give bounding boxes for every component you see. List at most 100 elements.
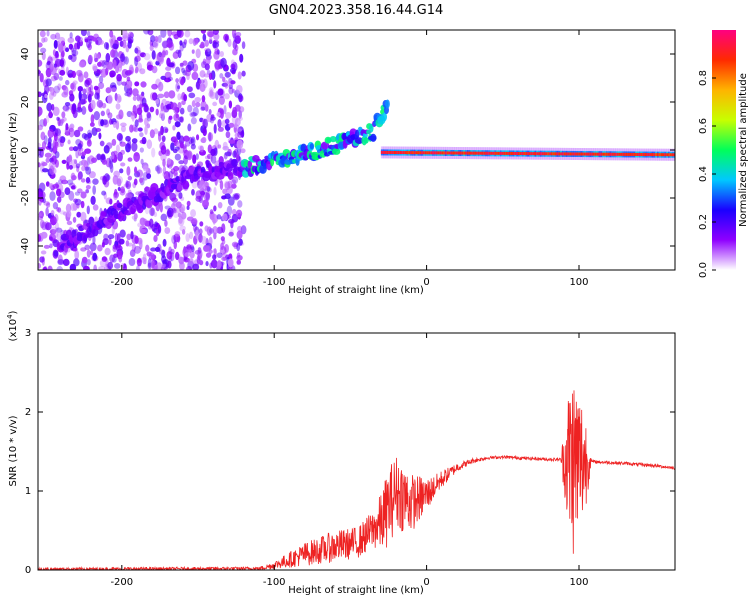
spectral-blob bbox=[159, 108, 166, 118]
spectral-blob bbox=[185, 233, 190, 243]
spectral-blob bbox=[88, 54, 93, 64]
spectral-blob bbox=[75, 149, 79, 159]
spectral-blob bbox=[127, 157, 133, 162]
spectral-blob bbox=[162, 171, 166, 177]
spectral-blob bbox=[183, 155, 188, 165]
spectral-blob bbox=[644, 153, 648, 157]
spectral-blob bbox=[65, 203, 72, 213]
colorbar-ticks: 0.0 0.2 0.4 0.6 0.8 bbox=[698, 70, 716, 278]
spectral-blob bbox=[393, 151, 397, 155]
spectral-blob bbox=[536, 152, 540, 156]
spectral-blob bbox=[176, 30, 182, 38]
spectral-blob bbox=[58, 43, 64, 53]
spectral-blob bbox=[666, 153, 670, 157]
spectral-blob bbox=[186, 150, 193, 161]
spectral-blob bbox=[174, 153, 182, 161]
spectrogram-ylabel: Frequency (Hz) bbox=[8, 112, 19, 188]
spectral-blob bbox=[70, 203, 76, 212]
spectral-blob bbox=[160, 213, 168, 222]
spectral-blob bbox=[223, 152, 228, 160]
spectral-blob bbox=[230, 67, 237, 74]
spectral-blob bbox=[97, 61, 102, 67]
spectral-blob bbox=[68, 127, 75, 138]
spectral-blob bbox=[120, 186, 125, 194]
spectral-blob bbox=[136, 107, 143, 116]
spectral-blob bbox=[212, 254, 217, 260]
spectral-blob bbox=[142, 165, 149, 172]
spectral-blob bbox=[144, 105, 150, 113]
spectral-blob bbox=[629, 152, 633, 156]
spectral-blob bbox=[56, 232, 62, 241]
spectral-blob bbox=[194, 250, 202, 255]
spectral-blob bbox=[190, 138, 195, 144]
spectral-blob bbox=[84, 166, 90, 171]
spectral-blob bbox=[232, 48, 238, 56]
spectral-blob bbox=[101, 159, 108, 165]
spectral-blob bbox=[578, 152, 582, 156]
spectral-blob bbox=[45, 115, 50, 123]
spectral-blob bbox=[176, 182, 183, 191]
spectral-blob bbox=[98, 39, 104, 45]
spectral-blob bbox=[587, 152, 591, 156]
spectral-blob bbox=[105, 220, 112, 230]
spectral-blob bbox=[156, 167, 163, 174]
x-tick-label: 0 bbox=[423, 577, 429, 588]
spectral-blob bbox=[474, 151, 478, 155]
spectral-blob bbox=[160, 30, 167, 38]
spectral-blob bbox=[100, 110, 105, 117]
spectral-blob bbox=[132, 88, 139, 97]
spectral-blob bbox=[130, 113, 136, 120]
spectral-blob bbox=[111, 138, 117, 146]
spectral-blob bbox=[111, 151, 115, 160]
spectral-blob bbox=[40, 250, 47, 255]
spectral-blob bbox=[64, 187, 71, 196]
snr-series-line bbox=[38, 390, 675, 570]
snr-xlabel: Height of straight line (km) bbox=[288, 585, 424, 596]
spectral-blob bbox=[118, 109, 124, 120]
spectral-blob bbox=[320, 141, 330, 150]
spectral-blob bbox=[90, 99, 96, 110]
spectral-blob bbox=[140, 257, 148, 263]
spectral-blob bbox=[39, 72, 44, 83]
spectral-blob bbox=[99, 140, 105, 147]
spectral-blob bbox=[101, 241, 105, 248]
spectral-blob bbox=[406, 151, 410, 155]
spectral-blob bbox=[38, 182, 46, 193]
spectral-blob bbox=[80, 200, 85, 209]
spectral-blob bbox=[195, 153, 199, 160]
spectral-blob bbox=[208, 131, 212, 142]
spectral-blob bbox=[200, 30, 207, 34]
spectral-blob bbox=[100, 211, 107, 217]
y-tick-label: -20 bbox=[20, 190, 31, 206]
spectral-blob bbox=[354, 137, 364, 145]
spectral-blob bbox=[80, 211, 87, 222]
spectral-blob bbox=[44, 93, 48, 99]
spectral-blob bbox=[146, 112, 152, 122]
spectral-blob bbox=[45, 222, 52, 231]
spectral-blob bbox=[132, 104, 137, 115]
spectral-blob bbox=[195, 134, 200, 141]
y-tick-label: 1 bbox=[25, 486, 31, 497]
spectral-blob bbox=[127, 139, 132, 149]
spectral-blob bbox=[477, 151, 481, 155]
x-tick-label: 100 bbox=[569, 277, 588, 288]
spectral-blob bbox=[70, 82, 75, 90]
spectral-blob bbox=[516, 152, 520, 156]
spectral-blob bbox=[195, 48, 201, 59]
spectral-blob bbox=[68, 43, 73, 50]
spectral-blob bbox=[90, 114, 95, 124]
spectral-blob bbox=[49, 236, 53, 241]
spectral-blob bbox=[614, 152, 618, 156]
spectral-blob bbox=[128, 31, 134, 38]
spectral-blob bbox=[149, 106, 155, 113]
spectral-blob bbox=[233, 32, 237, 42]
spectral-blob bbox=[38, 212, 42, 219]
spectral-blob bbox=[41, 221, 47, 231]
spectral-blob bbox=[187, 104, 193, 113]
spectral-blob bbox=[150, 35, 156, 43]
spectral-blob bbox=[224, 80, 229, 89]
spectral-blob bbox=[397, 151, 401, 155]
spectral-blob bbox=[184, 252, 190, 258]
spectral-blob bbox=[105, 52, 111, 63]
spectral-blob bbox=[136, 169, 144, 178]
